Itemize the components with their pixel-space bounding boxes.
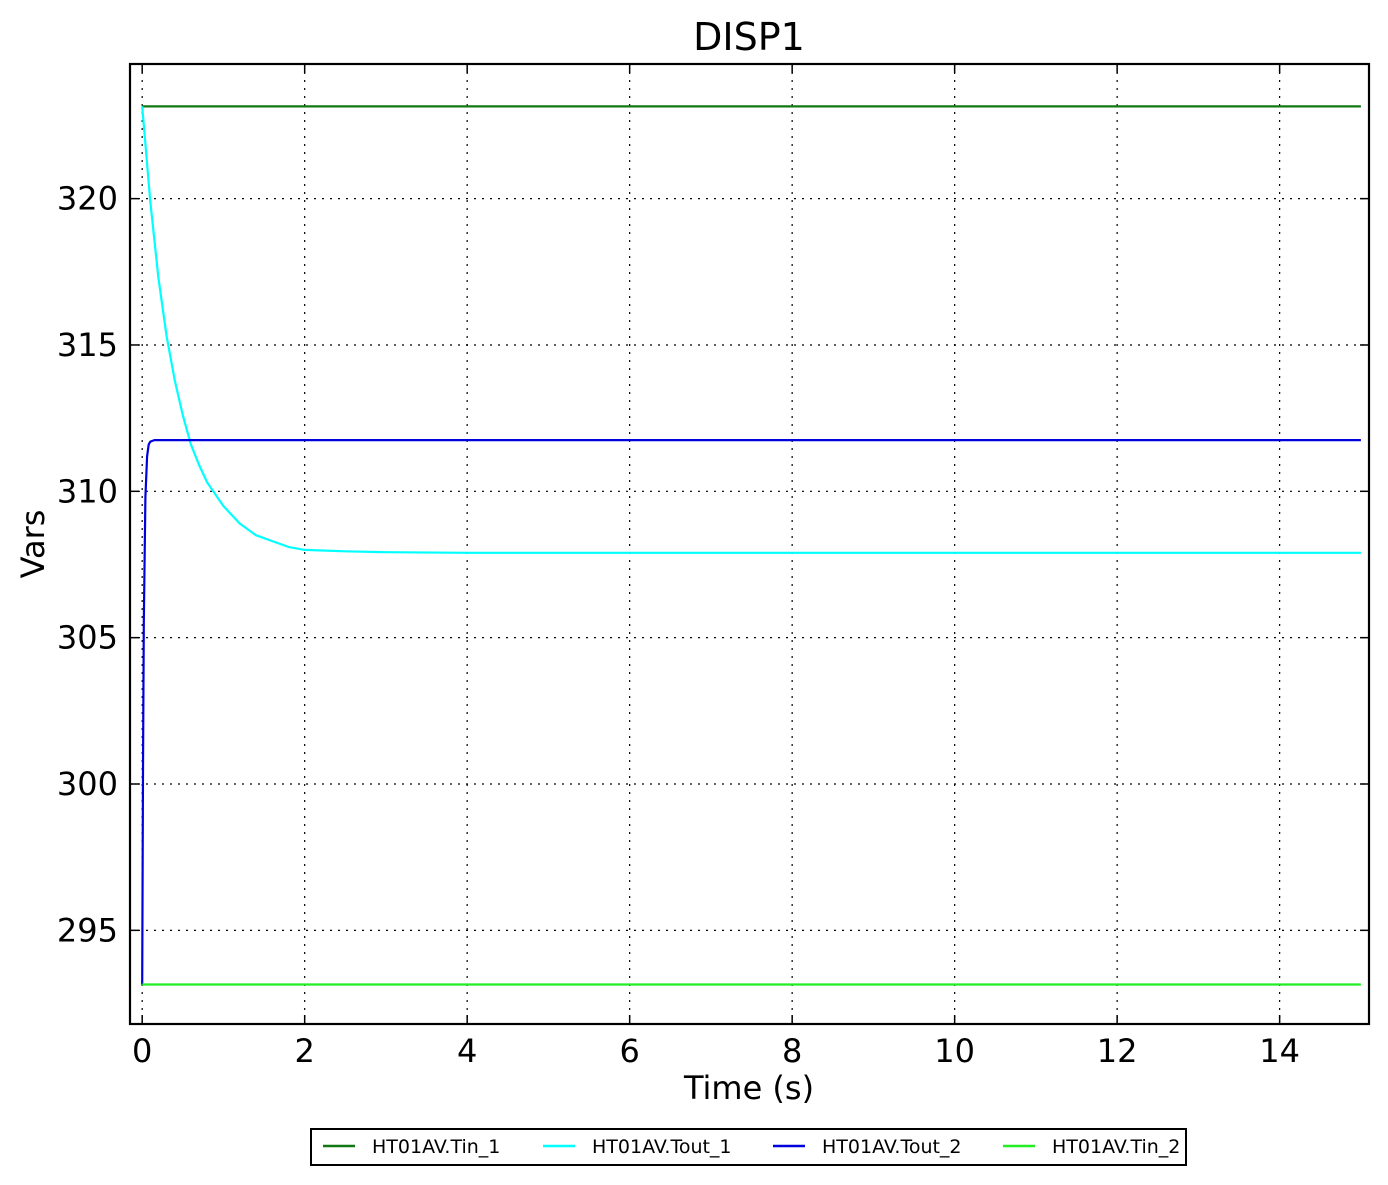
x-tick-label: 2 <box>294 1032 314 1070</box>
x-tick-labels: 0 2 4 6 8 10 12 14 <box>132 1032 1300 1070</box>
y-tick-label: 315 <box>57 326 118 364</box>
legend-item: HT01AV.Tout_1 <box>543 1136 732 1158</box>
y-axis-label: Vars <box>14 510 52 579</box>
x-tick-label: 8 <box>782 1032 802 1070</box>
x-tick-label: 0 <box>132 1032 152 1070</box>
legend-label: HT01AV.Tout_1 <box>592 1136 732 1158</box>
y-tick-labels: 295 300 305 310 315 320 <box>57 180 118 950</box>
legend-item: HT01AV.Tout_2 <box>773 1136 962 1158</box>
y-tick-label: 320 <box>57 180 118 218</box>
x-tick-label: 4 <box>457 1032 477 1070</box>
plot-frame <box>128 62 1371 1026</box>
series-line-2 <box>141 106 1361 554</box>
x-tick-label: 14 <box>1259 1032 1300 1070</box>
y-tick-label: 300 <box>57 765 118 803</box>
legend-label: HT01AV.Tin_2 <box>1052 1136 1180 1158</box>
series-line-3 <box>141 439 1361 985</box>
y-tick-label: 305 <box>57 619 118 657</box>
series-lines <box>141 105 1361 986</box>
legend-label: HT01AV.Tout_2 <box>822 1136 962 1158</box>
y-tick-label: 295 <box>57 911 118 949</box>
x-tick-label: 6 <box>619 1032 639 1070</box>
legend-box <box>310 1128 1187 1166</box>
x-axis-label: Time (s) <box>683 1069 814 1107</box>
legend-item: HT01AV.Tin_2 <box>1003 1136 1180 1158</box>
axis-ticks <box>130 64 1369 1024</box>
chart-title: DISP1 <box>693 15 805 59</box>
legend-item: HT01AV.Tin_1 <box>323 1136 500 1158</box>
y-tick-label: 310 <box>57 472 118 510</box>
legend: HT01AV.Tin_1 HT01AV.Tout_1 HT01AV.Tout_2 HT… <box>310 1128 1187 1166</box>
legend-label: HT01AV.Tin_1 <box>372 1136 500 1158</box>
grid-lines <box>130 64 1369 1024</box>
x-tick-label: 10 <box>934 1032 975 1070</box>
x-tick-label: 12 <box>1097 1032 1138 1070</box>
